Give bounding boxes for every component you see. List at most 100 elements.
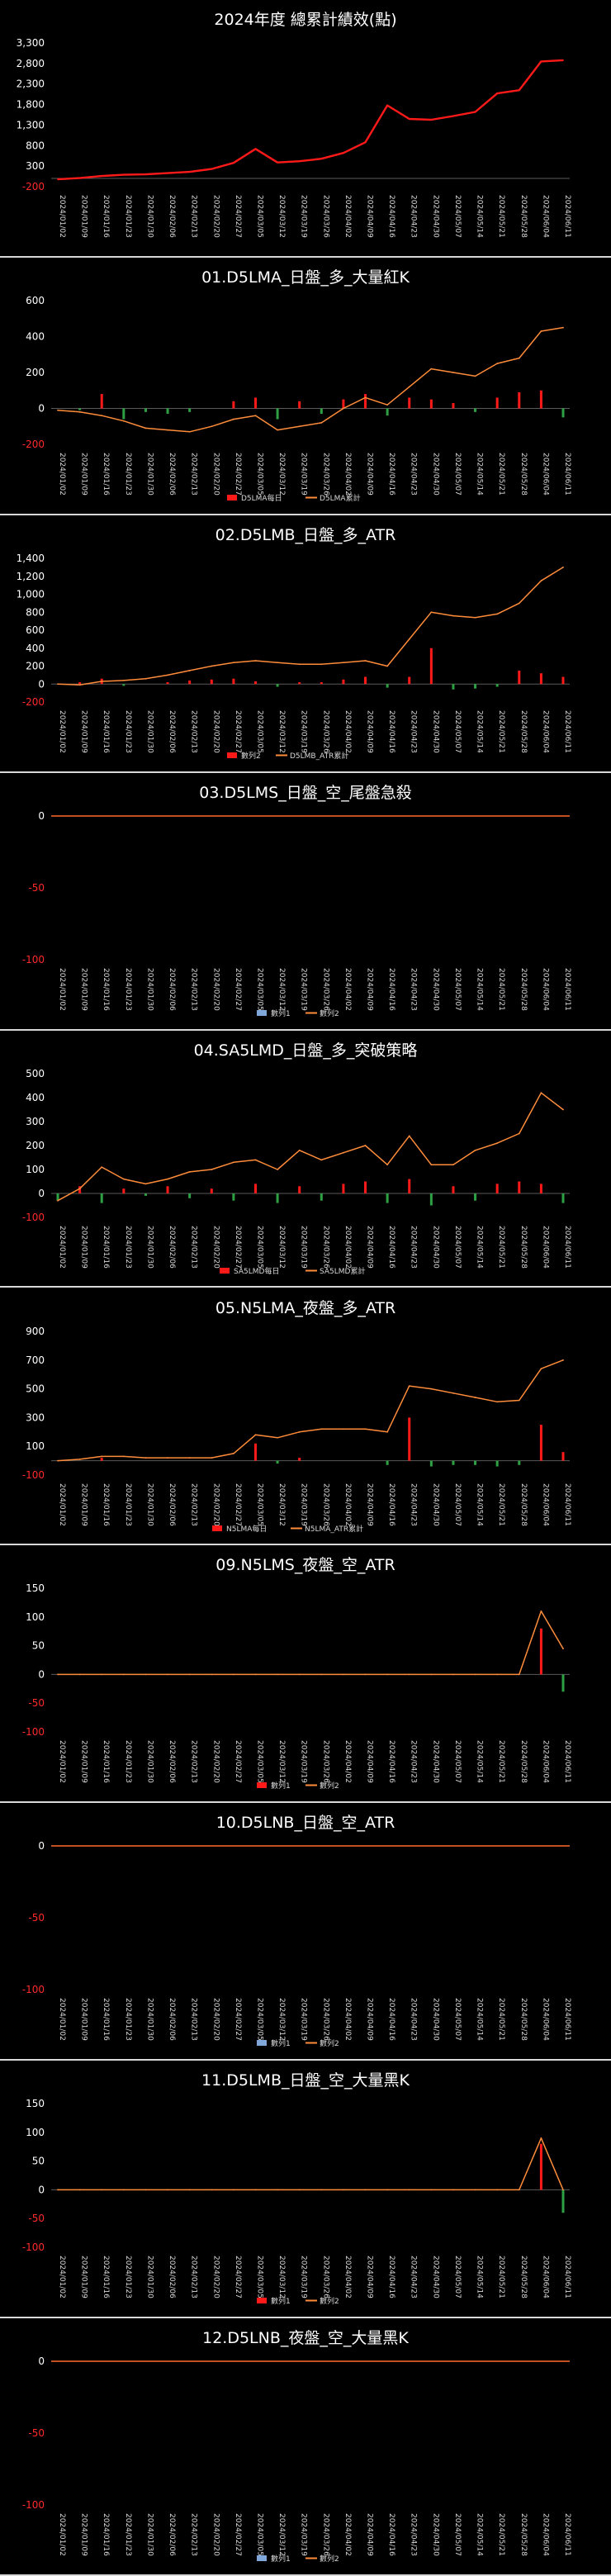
x-tick-label: 2024/01/16 (102, 1483, 110, 1526)
y-tick-label: 2,300 (17, 78, 45, 90)
x-tick-label: 2024/03/26 (321, 453, 329, 496)
line-point (167, 674, 168, 676)
bar-mark (166, 1185, 169, 1193)
line-point (78, 1187, 81, 1189)
bar-mark (495, 1460, 499, 1467)
x-tick-label: 2024/06/04 (541, 195, 549, 238)
x-tick-label: 2024/06/11 (563, 2256, 571, 2298)
line-point (144, 427, 147, 429)
y-tick-label: 0 (38, 402, 45, 414)
bar-mark (561, 2189, 565, 2213)
x-tick-label: 2024/04/23 (410, 195, 418, 238)
x-tick-label: 2024/05/21 (497, 710, 505, 753)
x-tick-label: 2024/05/28 (519, 1998, 528, 2041)
line-point (343, 2189, 344, 2191)
bar-mark (232, 678, 235, 685)
x-tick-label: 2024/04/09 (366, 1998, 374, 2041)
x-tick-label: 2024/05/28 (519, 1740, 528, 1783)
line-point (386, 404, 389, 406)
x-tick-label: 2024/04/16 (387, 968, 395, 1011)
x-tick-label: 2024/03/05 (255, 1740, 263, 1783)
x-tick-label: 2024/04/23 (410, 710, 418, 753)
x-tick-label: 2024/04/02 (343, 1998, 352, 2041)
line-point (122, 2189, 125, 2191)
line-point (57, 1673, 59, 1676)
line-point (474, 111, 476, 113)
line-point (122, 679, 125, 681)
line-point (562, 1648, 564, 1650)
x-tick-label: 2024/05/14 (476, 710, 484, 753)
chart-svg: 04.SA5LMD_日盤_多_突破策略 500 400 300 200 100 0 -100 2… (22, 1041, 571, 1276)
bar-mark (210, 1188, 213, 1193)
x-tick-label: 2024/03/05 (255, 2513, 263, 2556)
line-point (167, 429, 168, 431)
x-tick-label: 2024/01/16 (102, 1740, 110, 1783)
x-tick-label: 2024/04/30 (431, 453, 439, 496)
y-tick-label: 300 (26, 1116, 45, 1127)
bar-mark (342, 679, 345, 685)
bar-mark (518, 1460, 521, 1465)
x-tick-label: 2024/04/02 (343, 2513, 352, 2556)
x-tick-label: 2024/05/21 (497, 1483, 505, 1526)
x-tick-label: 2024/01/30 (145, 2256, 154, 2298)
bar-mark (78, 681, 82, 685)
series-line (57, 59, 564, 181)
x-tick-label: 2024/04/02 (343, 195, 352, 238)
line-point (277, 429, 278, 431)
bar-mark (495, 684, 499, 687)
x-tick-label: 2024/02/06 (168, 1483, 176, 1526)
line-point (452, 1673, 454, 1676)
x-tick-label: 2024/02/27 (234, 195, 242, 238)
x-tick-label: 2024/02/13 (190, 195, 198, 238)
bar-mark (78, 408, 82, 410)
bar-mark (122, 1188, 126, 1193)
x-tick-label: 2024/04/09 (366, 453, 374, 496)
bar-mark (495, 397, 499, 409)
x-tick-label: 2024/04/30 (431, 1483, 439, 1526)
x-tick-label: 2024/01/09 (80, 968, 88, 1011)
line-point (474, 375, 476, 377)
line-point (78, 1673, 81, 1676)
chart-panel: 09.N5LMS_夜盤_空_ATR 150 100 50 0 -50 -100 2024/01… (0, 1545, 611, 1804)
x-tick-label: 2024/01/09 (80, 453, 88, 496)
x-tick-label: 2024/01/02 (58, 195, 66, 238)
x-tick-label: 2024/06/04 (541, 1998, 549, 2041)
x-tick-label: 2024/02/27 (234, 453, 242, 496)
y-tick-label: 2,800 (17, 58, 45, 69)
line-point (78, 684, 81, 686)
y-tick-label: 300 (26, 160, 45, 172)
line-point (232, 662, 234, 663)
line-point (188, 430, 191, 433)
bar-mark (561, 1674, 565, 1692)
x-tick-label: 2024/04/16 (387, 1740, 395, 1783)
line-point (430, 611, 433, 613)
line-point (298, 663, 301, 666)
line-point (452, 1163, 454, 1165)
chart-title: 12.D5LNB_夜盤_空_大量黑K (202, 2329, 409, 2347)
x-tick-label: 2024/03/12 (277, 1740, 286, 1783)
x-tick-label: 2024/06/04 (541, 710, 549, 753)
x-tick-label: 2024/04/02 (343, 1226, 352, 1269)
line-point (364, 659, 367, 662)
line-point (408, 1135, 410, 1136)
line-point (144, 677, 147, 680)
x-tick-label: 2024/05/14 (476, 1483, 484, 1526)
legend-swatch (212, 1525, 222, 1531)
line-point (298, 1149, 301, 1151)
y-tick-label: 50 (32, 2156, 45, 2167)
line-point (254, 148, 257, 150)
line-point (277, 161, 278, 164)
x-tick-label: 2024/03/05 (255, 453, 263, 496)
x-tick-label: 2024/01/23 (124, 1998, 132, 2041)
x-tick-label: 2024/05/07 (453, 195, 462, 238)
x-tick-label: 2024/02/13 (190, 968, 198, 1011)
line-point (430, 1163, 433, 1165)
x-tick-label: 2024/01/16 (102, 2513, 110, 2556)
x-tick-label: 2024/01/09 (80, 2513, 88, 2556)
line-point (386, 1430, 389, 1433)
line-point (57, 409, 59, 411)
x-tick-label: 2024/03/12 (277, 2513, 286, 2556)
line-point (101, 415, 103, 416)
x-tick-label: 2024/01/23 (124, 195, 132, 238)
bar-mark (78, 1185, 82, 1193)
